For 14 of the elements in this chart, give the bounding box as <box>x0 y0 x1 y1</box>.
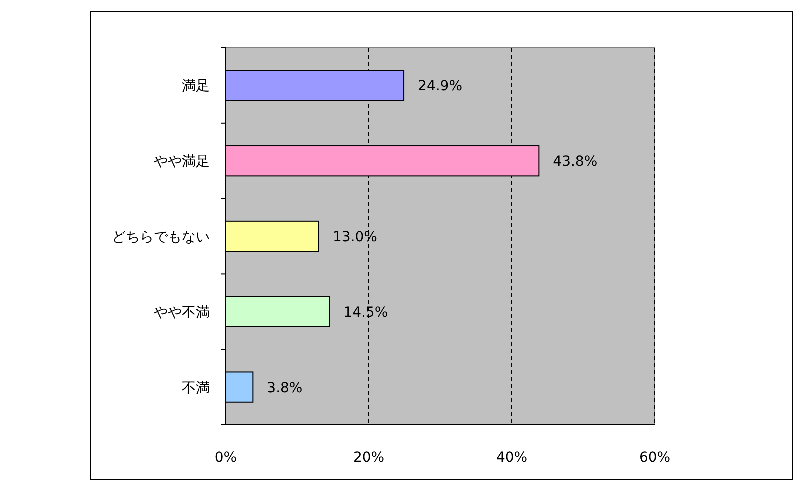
data-label: 24.9% <box>418 78 463 95</box>
x-tick-label: 60% <box>639 450 671 466</box>
x-tick-label: 40% <box>496 450 528 466</box>
data-label: 3.8% <box>267 380 303 396</box>
x-tick-label: 20% <box>353 450 385 466</box>
data-label: 14.5% <box>344 304 388 321</box>
y-tick-label: 不満 <box>182 380 210 396</box>
data-label: 13.0% <box>332 230 378 246</box>
data-label: 43.8% <box>553 154 598 170</box>
y-tick-label: 満足 <box>182 78 210 95</box>
y-tick-label: やや満足 <box>154 154 210 170</box>
y-tick-label: どちらでもない <box>112 230 210 246</box>
x-tick-label: 0% <box>214 450 238 466</box>
y-tick-label: やや不満 <box>154 304 210 321</box>
